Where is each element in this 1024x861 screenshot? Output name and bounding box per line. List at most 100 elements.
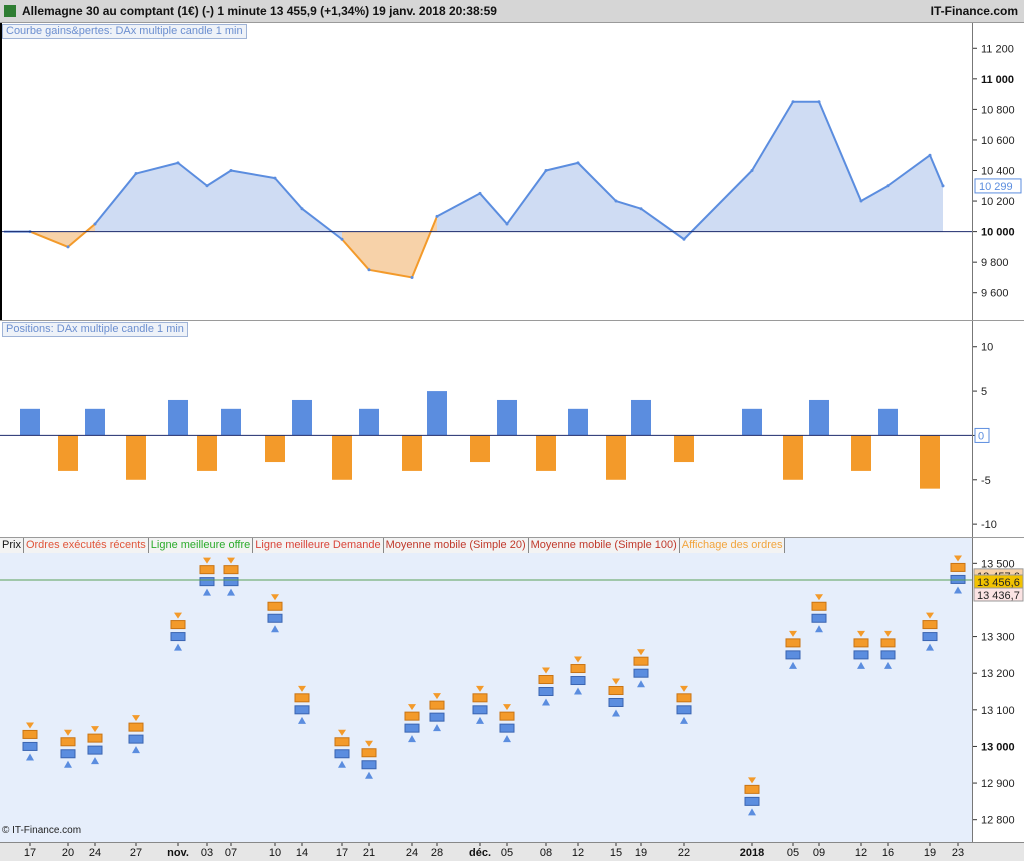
legend-item[interactable]: Prix: [0, 538, 24, 553]
sell-order-mark: [267, 601, 283, 611]
equity-point: [817, 100, 821, 104]
x-tick-label: 20: [62, 847, 74, 859]
position-bar: [58, 435, 78, 471]
buy-order-mark: [429, 712, 445, 722]
y-tick-label: 10 600: [981, 135, 1015, 147]
buy-arrow: [64, 760, 72, 768]
buy-arrow: [132, 746, 140, 754]
buy-order-mark: [853, 650, 869, 660]
y-tick-label: 13 300: [981, 632, 1015, 644]
equity-area-segment: [95, 173, 136, 232]
price-panel[interactable]: Prix Ordres exécutés récents Ligne meilleu…: [0, 537, 1024, 843]
equity-point: [886, 184, 890, 188]
sell-arrow: [174, 612, 182, 619]
equity-curve-chart: [0, 23, 972, 321]
price-tag: [973, 587, 1024, 602]
legend-item[interactable]: Ligne meilleure Demande: [253, 538, 384, 553]
buy-order-mark: [404, 723, 420, 733]
buy-arrow: [338, 760, 346, 768]
equity-line-segment: [301, 207, 343, 241]
sell-arrow: [408, 704, 416, 711]
equity-line-segment: [436, 192, 481, 218]
legend-item[interactable]: Moyenne mobile (Simple 20): [383, 538, 529, 553]
equity-point: [928, 153, 932, 157]
equity-point: [750, 169, 754, 172]
equity-point: [300, 207, 304, 211]
sell-order-mark: [472, 693, 488, 703]
equity-area-segment: [275, 178, 302, 232]
x-tick-label: 21: [363, 847, 375, 859]
price-tag-label: 13 456,6: [977, 577, 1020, 589]
current-value-label: 10 299: [979, 181, 1013, 193]
equity-point: [544, 169, 548, 172]
equity-point: [410, 275, 414, 279]
instrument-icon: [4, 5, 16, 17]
y-tick-label: 9 800: [981, 257, 1009, 269]
buy-order-mark: [744, 796, 760, 806]
equity-area-segment: [231, 170, 275, 232]
y-tick-label: 13 500: [981, 558, 1015, 570]
panel-label[interactable]: Courbe gains&pertes: DAx multiple candle…: [2, 24, 247, 39]
equity-area-segment: [207, 170, 231, 232]
legend-item[interactable]: Ligne meilleure offre: [148, 538, 254, 553]
equity-line-segment: [230, 169, 276, 180]
y-axis: 11 200 11 000 10 800 10 600 10 400 10 200 10 0…: [973, 43, 1022, 300]
legend-item[interactable]: Affichage des ordres: [679, 538, 786, 553]
equity-area-segment: [888, 155, 930, 232]
y-axis: 13 500 13 300 13 200 13 100 13 000 12 900 12 8…: [973, 558, 1024, 827]
equity-point: [682, 237, 686, 241]
position-bar: [783, 435, 803, 480]
sell-order-mark: [334, 737, 350, 747]
x-tick-label: nov.: [167, 847, 189, 859]
buy-arrow: [574, 687, 582, 695]
equity-area-segment: [136, 162, 178, 232]
sell-order-mark: [404, 711, 420, 721]
x-tick-label: 28: [431, 847, 443, 859]
equity-line-segment: [206, 169, 232, 187]
sell-arrow: [64, 729, 72, 736]
sell-arrow: [884, 630, 892, 637]
window-title-bar: Allemagne 30 au comptant (1€) (-) 1 minu…: [0, 0, 1024, 23]
sell-order-mark: [60, 737, 76, 747]
buy-arrow: [271, 625, 279, 633]
equity-point: [93, 222, 97, 226]
price-legend: Prix Ordres exécutés récents Ligne meilleu…: [0, 538, 972, 554]
x-tick-label: 16: [882, 847, 894, 859]
equity-line-segment: [683, 169, 753, 240]
x-tick-label: 09: [813, 847, 825, 859]
buy-arrow: [612, 709, 620, 717]
sell-arrow: [271, 594, 279, 601]
equity-point: [478, 191, 482, 195]
legend-item[interactable]: Ordres exécutés récents: [23, 538, 149, 553]
equity-curve-panel[interactable]: Courbe gains&pertes: DAx multiple candle…: [0, 22, 1024, 321]
equity-line-segment: [177, 162, 208, 187]
y-tick-label: 13 200: [981, 668, 1015, 680]
sell-order-mark: [429, 700, 445, 710]
position-bar: [265, 435, 285, 463]
x-tick-label: déc.: [469, 847, 491, 859]
x-tick-label: 19: [924, 847, 936, 859]
x-tick-label: 17: [24, 847, 36, 859]
sell-order-mark: [499, 711, 515, 721]
legend-item[interactable]: Moyenne mobile (Simple 100): [528, 538, 680, 553]
equity-point: [367, 268, 371, 272]
equity-area-segment: [752, 101, 793, 232]
sell-order-mark: [361, 748, 377, 758]
buy-arrow: [476, 716, 484, 724]
positions-panel[interactable]: Positions: DAx multiple candle 1 min 10 5…: [0, 320, 1024, 537]
equity-point: [66, 245, 70, 249]
buy-order-mark: [676, 705, 692, 715]
sell-arrow: [298, 685, 306, 692]
position-bar: [851, 435, 871, 471]
equity-point: [435, 214, 439, 218]
panel-label[interactable]: Positions: DAx multiple candle 1 min: [2, 322, 188, 337]
x-tick-label: 08: [540, 847, 552, 859]
buy-arrow: [857, 661, 865, 669]
sell-arrow: [338, 729, 346, 736]
y-tick-label: 10: [981, 342, 993, 354]
position-bar: [631, 399, 651, 436]
equity-line-segment: [545, 161, 579, 172]
sell-order-mark: [811, 601, 827, 611]
position-bar: [359, 408, 379, 436]
y-tick-label: 11 200: [981, 43, 1014, 55]
